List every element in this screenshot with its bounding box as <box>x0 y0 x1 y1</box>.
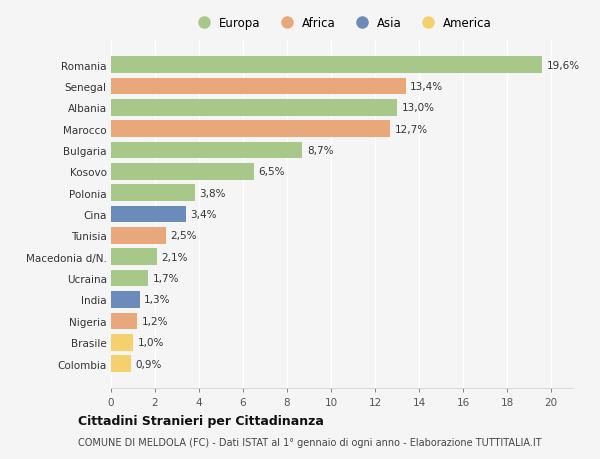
Bar <box>111 355 131 372</box>
Text: 3,8%: 3,8% <box>199 188 226 198</box>
Bar <box>111 57 542 74</box>
Text: 19,6%: 19,6% <box>547 61 580 70</box>
Text: COMUNE DI MELDOLA (FC) - Dati ISTAT al 1° gennaio di ogni anno - Elaborazione TU: COMUNE DI MELDOLA (FC) - Dati ISTAT al 1… <box>78 437 542 447</box>
Text: 0,9%: 0,9% <box>135 359 161 369</box>
Text: 12,7%: 12,7% <box>395 124 428 134</box>
Text: 8,7%: 8,7% <box>307 146 334 156</box>
Bar <box>111 121 391 138</box>
Bar <box>111 228 166 244</box>
Text: 3,4%: 3,4% <box>190 210 217 219</box>
Text: 1,3%: 1,3% <box>144 295 170 305</box>
Bar <box>111 164 254 180</box>
Bar <box>111 249 157 265</box>
Text: 6,5%: 6,5% <box>259 167 285 177</box>
Bar <box>111 78 406 95</box>
Bar <box>111 291 140 308</box>
Text: 1,7%: 1,7% <box>153 274 179 284</box>
Text: 2,5%: 2,5% <box>170 231 197 241</box>
Text: 13,0%: 13,0% <box>401 103 434 113</box>
Bar <box>111 142 302 159</box>
Text: 13,4%: 13,4% <box>410 82 443 92</box>
Bar <box>111 313 137 330</box>
Bar <box>111 185 194 202</box>
Bar <box>111 270 148 287</box>
Bar <box>111 206 186 223</box>
Bar <box>111 334 133 351</box>
Text: 2,1%: 2,1% <box>161 252 188 262</box>
Legend: Europa, Africa, Asia, America: Europa, Africa, Asia, America <box>187 12 497 35</box>
Text: 1,0%: 1,0% <box>137 337 164 347</box>
Text: 1,2%: 1,2% <box>142 316 168 326</box>
Bar <box>111 100 397 116</box>
Text: Cittadini Stranieri per Cittadinanza: Cittadini Stranieri per Cittadinanza <box>78 414 324 428</box>
